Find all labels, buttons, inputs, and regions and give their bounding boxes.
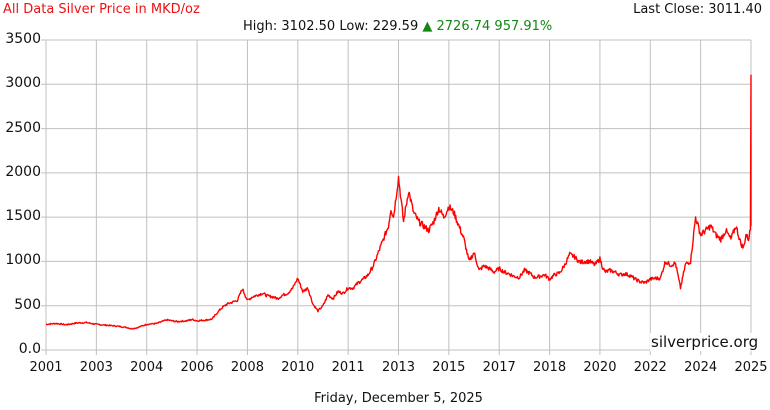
x-tick-label: 2008 xyxy=(230,360,264,375)
chart-title: All Data Silver Price in MKD/oz xyxy=(3,2,200,17)
y-tick-label: 1000 xyxy=(5,252,41,269)
last-close: Last Close: 3011.40 xyxy=(633,2,762,17)
change-percent: 957.91% xyxy=(494,19,553,34)
x-tick-label: 2013 xyxy=(381,360,416,375)
triangle-up-icon: ▲ xyxy=(422,19,433,34)
x-tick-label: 2015 xyxy=(432,360,466,375)
y-tick-label: 0.0 xyxy=(18,341,41,357)
y-tick-label: 3500 xyxy=(5,31,41,47)
chart-grid xyxy=(41,39,752,355)
date-label: Friday, December 5, 2025 xyxy=(314,391,483,406)
price-line xyxy=(45,74,752,330)
x-tick-label: 2001 xyxy=(29,360,63,375)
x-tick-label: 2020 xyxy=(583,360,617,375)
x-tick-label: 2017 xyxy=(482,360,516,375)
x-tick-label: 2018 xyxy=(533,360,567,375)
high-label: High: xyxy=(243,19,278,34)
x-tick-label: 2025 xyxy=(734,360,768,375)
x-tick-label: 2022 xyxy=(633,360,667,375)
watermark: silverprice.org xyxy=(650,333,760,351)
change-value: 2726.74 xyxy=(436,19,491,34)
y-tick-label: 1500 xyxy=(5,208,41,225)
y-tick-label: 2000 xyxy=(5,163,41,180)
x-tick-label: 2011 xyxy=(331,360,365,375)
price-stats: High: 3102.50 Low: 229.59 ▲ 2726.74 957.… xyxy=(243,19,552,34)
y-tick-label: 500 xyxy=(14,296,41,313)
y-tick-label: 2500 xyxy=(5,119,41,136)
x-tick-label: 2004 xyxy=(130,360,164,375)
high-value: 3102.50 xyxy=(281,19,336,34)
x-tick-label: 2003 xyxy=(79,360,113,375)
x-tick-label: 2006 xyxy=(180,360,214,375)
low-value: 229.59 xyxy=(372,19,419,34)
x-tick-label: 2024 xyxy=(684,360,718,375)
low-label: Low: xyxy=(339,19,369,34)
x-tick-label: 2010 xyxy=(281,360,315,375)
y-tick-label: 3000 xyxy=(5,75,41,92)
